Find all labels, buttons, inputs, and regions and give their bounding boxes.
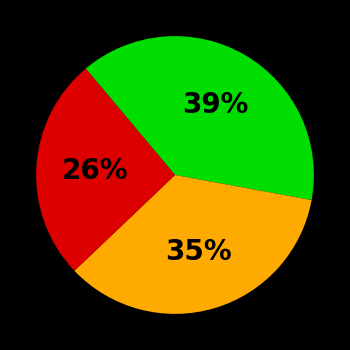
Text: 39%: 39% xyxy=(182,91,249,119)
Text: 26%: 26% xyxy=(61,156,128,184)
Wedge shape xyxy=(36,69,175,271)
Wedge shape xyxy=(75,175,312,314)
Text: 35%: 35% xyxy=(165,238,231,266)
Wedge shape xyxy=(86,36,314,200)
